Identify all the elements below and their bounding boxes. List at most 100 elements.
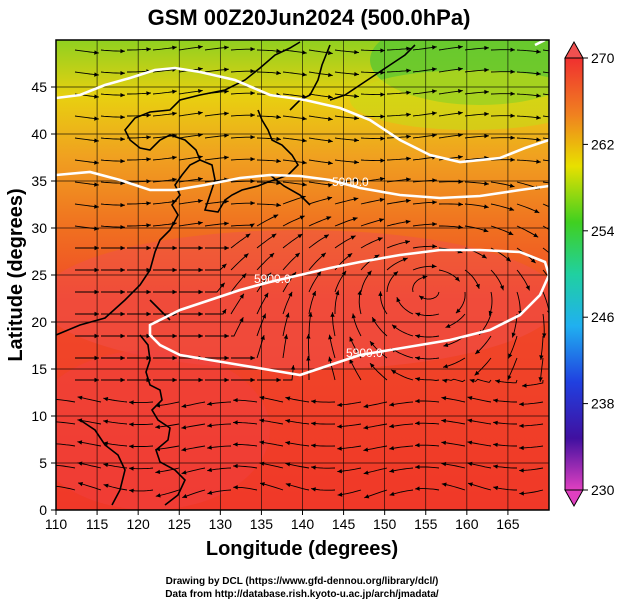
streamline-arrow xyxy=(370,363,375,368)
streamline-arrow xyxy=(233,398,238,403)
streamline-arrow xyxy=(94,94,99,99)
y-tick-label: 20 xyxy=(31,314,47,330)
streamline-arrow xyxy=(364,494,370,499)
streamline-arrow xyxy=(389,423,394,429)
streamline-arrow xyxy=(328,160,333,165)
streamline-arrow xyxy=(458,179,463,184)
streamline-arrow xyxy=(354,72,359,77)
streamline-arrow xyxy=(519,402,524,407)
streamline xyxy=(56,443,76,447)
streamline-arrow xyxy=(392,324,397,330)
streamline-arrow xyxy=(172,245,177,251)
streamline-arrow xyxy=(283,334,288,340)
streamline-arrow xyxy=(250,113,255,118)
streamline-arrow xyxy=(198,245,203,251)
streamline-arrow xyxy=(224,45,229,50)
streamline-arrow xyxy=(432,67,437,72)
streamline-arrow xyxy=(406,68,411,73)
streamline-arrow xyxy=(269,253,275,258)
streamline-arrow xyxy=(146,311,151,317)
streamline-arrow xyxy=(493,464,498,469)
streamline-arrow xyxy=(432,178,437,183)
streamline-arrow xyxy=(207,445,212,450)
streamline-arrow xyxy=(198,199,203,204)
streamline xyxy=(542,71,549,74)
streamline-arrow xyxy=(352,217,358,222)
streamline-arrow xyxy=(484,89,489,95)
streamline-arrow xyxy=(380,158,385,163)
streamline-arrow xyxy=(415,312,421,317)
streamline-arrow xyxy=(499,285,504,291)
streamline-arrow xyxy=(475,283,480,289)
streamline-arrow xyxy=(328,116,333,121)
streamline-arrow xyxy=(224,221,229,226)
streamline-arrow xyxy=(379,197,385,203)
streamline xyxy=(542,269,549,279)
streamline-arrow xyxy=(347,253,353,258)
streamline-arrow xyxy=(120,289,125,295)
streamline-arrow xyxy=(233,463,238,469)
streamline-arrow xyxy=(120,355,125,361)
streamline-arrow xyxy=(198,133,203,138)
streamline-arrow xyxy=(458,45,463,50)
streamline-arrow xyxy=(103,441,108,446)
streamline xyxy=(56,485,76,491)
streamline-arrow xyxy=(402,257,408,262)
streamline-arrow xyxy=(94,116,99,121)
contour-label: 5900.0 xyxy=(346,346,383,360)
streamline-arrow xyxy=(443,342,449,347)
streamline-arrow xyxy=(511,332,516,338)
x-tick-label: 120 xyxy=(126,516,150,532)
streamline-arrow xyxy=(94,182,99,187)
streamline-arrow xyxy=(328,50,333,55)
streamline-arrow xyxy=(129,466,134,471)
streamline-arrow xyxy=(341,270,347,276)
streamline-arrow xyxy=(103,419,108,424)
streamline-arrow xyxy=(224,133,229,138)
streamline-arrow xyxy=(129,488,134,493)
streamline-arrow xyxy=(484,111,489,117)
streamline-arrow xyxy=(326,216,332,221)
y-tick-label: 45 xyxy=(31,79,47,95)
streamline-arrow xyxy=(432,200,437,205)
contour-north xyxy=(56,66,549,164)
streamline-arrow xyxy=(458,67,463,72)
streamline-arrow xyxy=(224,111,229,116)
streamline-arrow xyxy=(380,176,385,182)
streamline-arrow xyxy=(299,215,305,220)
colorbar-tick-label: 270 xyxy=(591,50,615,66)
streamline-arrow xyxy=(505,256,511,262)
streamline-arrow xyxy=(172,377,177,383)
streamline-arrow xyxy=(224,155,229,160)
streamline-arrow xyxy=(406,134,411,139)
streamline-arrow xyxy=(94,289,99,295)
streamline xyxy=(56,421,76,425)
streamline-arrow xyxy=(415,486,420,491)
streamline-arrow xyxy=(288,291,293,297)
streamline-arrow xyxy=(510,135,515,140)
y-tick-label: 40 xyxy=(31,126,47,142)
streamline-arrow xyxy=(51,420,56,424)
streamline-arrow xyxy=(181,403,187,408)
korea-japan-coast xyxy=(199,109,300,213)
streamline-arrow xyxy=(351,313,356,319)
streamline-arrow xyxy=(276,70,281,76)
streamline-arrow xyxy=(51,397,56,401)
streamline-arrow xyxy=(441,482,447,487)
streamline-arrow xyxy=(94,333,99,339)
streamline-arrow xyxy=(94,160,99,165)
streamline-arrow xyxy=(455,308,461,314)
streamline-arrow xyxy=(458,155,463,160)
streamline xyxy=(542,291,549,313)
streamline-arrow xyxy=(259,395,265,401)
streamline-arrow xyxy=(146,245,151,251)
streamline-arrow xyxy=(353,197,359,202)
streamline-arrow xyxy=(337,492,343,497)
streamline-arrow xyxy=(129,400,134,405)
streamline-arrow xyxy=(276,48,281,54)
streamline-arrow xyxy=(415,377,420,382)
streamline-arrow xyxy=(250,69,255,74)
streamline-arrow xyxy=(380,92,385,97)
streamline-arrow xyxy=(536,93,541,98)
